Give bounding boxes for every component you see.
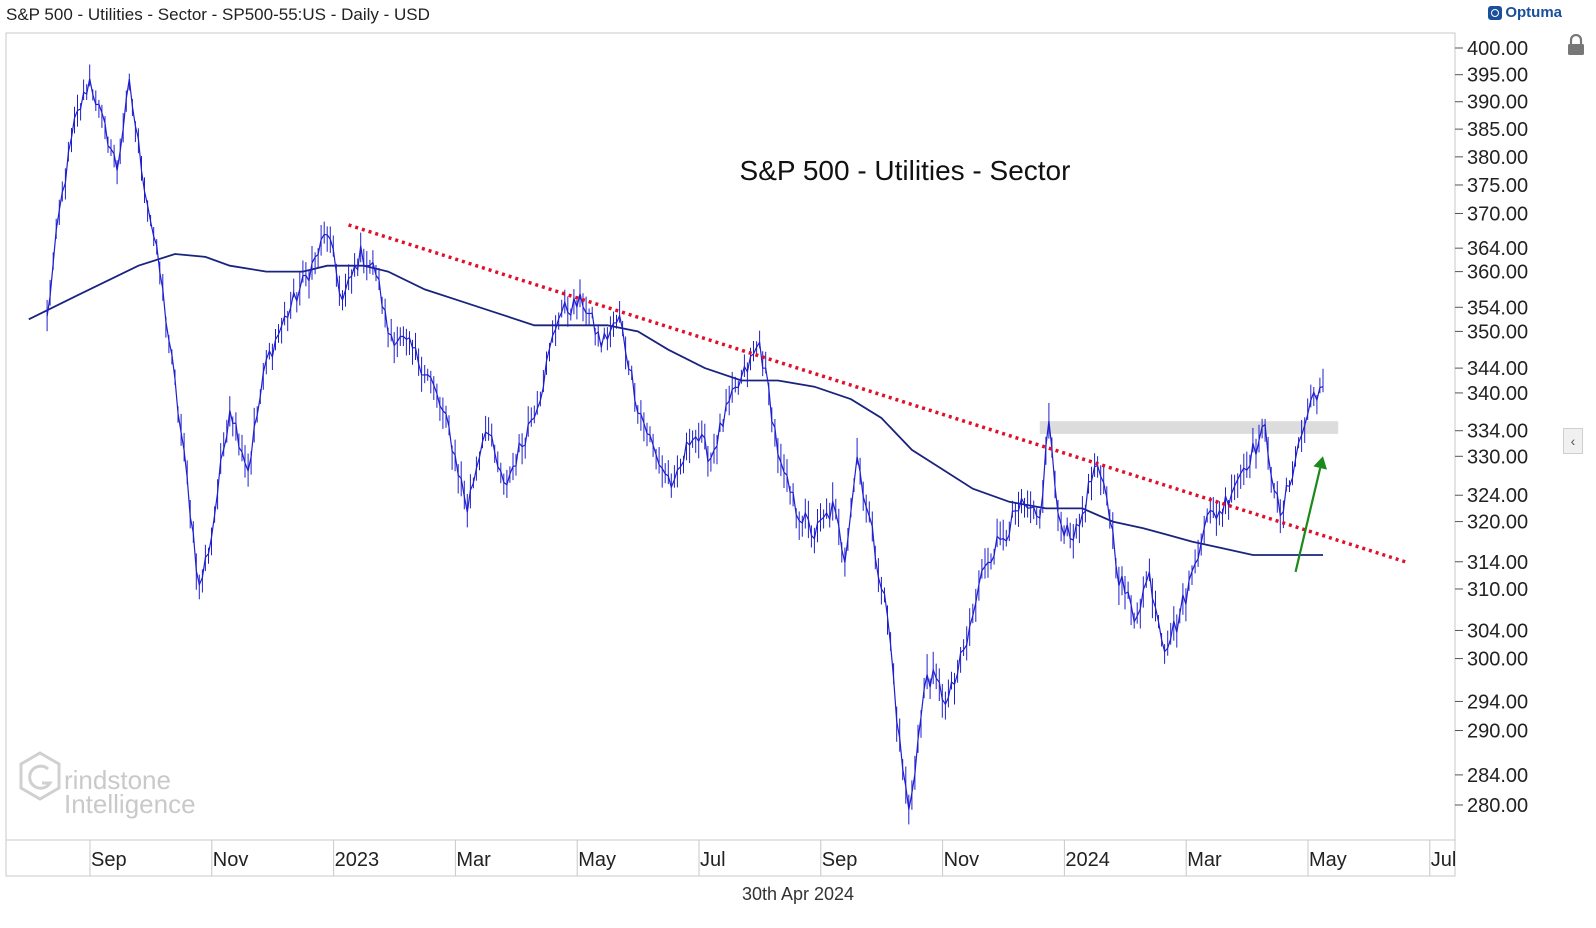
x-tick-label: Jul xyxy=(700,849,726,871)
chart-header: S&P 500 - Utilities - Sector - SP500-55:… xyxy=(6,5,430,24)
y-tick-label: 334.00 xyxy=(1467,421,1528,443)
y-tick-label: 380.00 xyxy=(1467,147,1528,169)
y-tick-label: 395.00 xyxy=(1467,65,1528,87)
x-tick-label: Sep xyxy=(822,849,858,871)
y-tick-label: 290.00 xyxy=(1467,721,1528,743)
y-tick-label: 284.00 xyxy=(1467,765,1528,787)
y-tick-label: 320.00 xyxy=(1467,512,1528,534)
footer-date: 30th Apr 2024 xyxy=(741,884,855,904)
x-tick-label: May xyxy=(578,849,616,871)
collapse-panel-chevron-icon[interactable]: ‹ xyxy=(1563,428,1583,454)
x-tick-label: Mar xyxy=(1187,849,1222,871)
y-tick-label: 350.00 xyxy=(1467,321,1528,343)
watermark-line-1: rindstone xyxy=(64,765,171,795)
x-tick-label: Mar xyxy=(456,849,491,871)
y-tick-label: 370.00 xyxy=(1467,203,1528,225)
y-tick-label: 294.00 xyxy=(1467,691,1528,713)
resistance-zone xyxy=(1039,421,1339,434)
x-tick-label: 2023 xyxy=(335,849,380,871)
moving-average-line xyxy=(28,253,1323,556)
lock-icon[interactable] xyxy=(1566,34,1586,56)
y-tick-label: 280.00 xyxy=(1467,795,1528,817)
breakout-arrow-head-icon xyxy=(1313,456,1327,470)
x-tick-label: May xyxy=(1309,849,1347,871)
optuma-logo: Optuma xyxy=(1488,4,1562,21)
y-tick-label: 375.00 xyxy=(1467,175,1528,197)
y-tick-label: 360.00 xyxy=(1467,262,1528,284)
y-tick-label: 304.00 xyxy=(1467,620,1528,642)
y-tick-label: 364.00 xyxy=(1467,238,1528,260)
y-tick-label: 400.00 xyxy=(1467,38,1528,60)
x-tick-label: Sep xyxy=(91,849,127,871)
y-tick-label: 310.00 xyxy=(1467,579,1528,601)
resistance-trendline xyxy=(348,223,1406,564)
y-tick-label: 324.00 xyxy=(1467,485,1528,507)
x-tick-label: Jul xyxy=(1431,849,1457,871)
optuma-logo-text: Optuma xyxy=(1505,4,1562,21)
plot-area xyxy=(5,32,1456,841)
breakout-arrow-shaft xyxy=(1294,467,1322,573)
y-tick-label: 300.00 xyxy=(1467,649,1528,671)
optuma-logo-mark-icon xyxy=(1488,5,1503,20)
y-tick-label: 344.00 xyxy=(1467,358,1528,380)
y-tick-label: 385.00 xyxy=(1467,119,1528,141)
x-tick-label: 2024 xyxy=(1065,849,1110,871)
y-tick-label: 390.00 xyxy=(1467,92,1528,114)
price-axis: 400.00 395.00 390.00 385.00 380.00 375.00 370.… xyxy=(1455,38,1528,817)
x-tick-label: Nov xyxy=(944,849,980,871)
y-tick-label: 340.00 xyxy=(1467,383,1528,405)
y-tick-label: 330.00 xyxy=(1467,446,1528,468)
grindstone-watermark: rindstone Intelligence xyxy=(19,751,196,819)
y-tick-label: 314.00 xyxy=(1467,552,1528,574)
time-axis: Sep Nov 2023 Mar May Jul Sep Nov 2024 Mar May Jul xyxy=(89,840,1457,876)
grindstone-logo-icon xyxy=(19,751,61,801)
inner-chart-title: S&P 500 - Utilities - Sector xyxy=(740,155,1071,186)
y-tick-label: 354.00 xyxy=(1467,297,1528,319)
x-tick-label: Nov xyxy=(213,849,249,871)
watermark-line-2: Intelligence xyxy=(64,789,196,819)
